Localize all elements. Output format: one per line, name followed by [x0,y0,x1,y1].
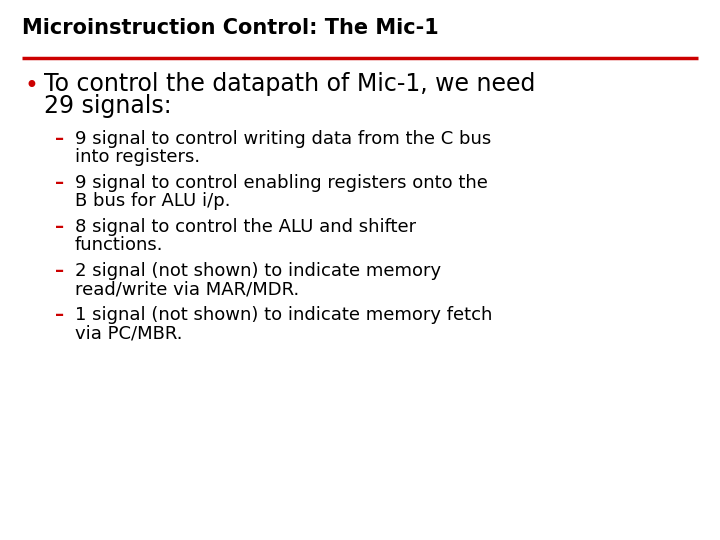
Text: into registers.: into registers. [75,148,200,166]
Text: To control the datapath of Mic-1, we need: To control the datapath of Mic-1, we nee… [44,72,536,96]
Text: Microinstruction Control: The Mic-1: Microinstruction Control: The Mic-1 [22,18,438,38]
Text: functions.: functions. [75,236,163,254]
Text: 2 signal (not shown) to indicate memory: 2 signal (not shown) to indicate memory [75,262,441,280]
Text: –: – [55,262,64,280]
Text: –: – [55,130,64,148]
Text: via PC/MBR.: via PC/MBR. [75,324,182,342]
Text: read/write via MAR/MDR.: read/write via MAR/MDR. [75,280,300,298]
Text: –: – [55,174,64,192]
Text: 1 signal (not shown) to indicate memory fetch: 1 signal (not shown) to indicate memory … [75,306,492,324]
Text: 9 signal to control enabling registers onto the: 9 signal to control enabling registers o… [75,174,488,192]
Text: –: – [55,306,64,324]
Text: 9 signal to control writing data from the C bus: 9 signal to control writing data from th… [75,130,491,148]
Text: 29 signals:: 29 signals: [44,94,171,118]
Text: •: • [24,74,38,98]
Text: B bus for ALU i/p.: B bus for ALU i/p. [75,192,230,210]
Text: 8 signal to control the ALU and shifter: 8 signal to control the ALU and shifter [75,218,416,236]
Text: –: – [55,218,64,236]
